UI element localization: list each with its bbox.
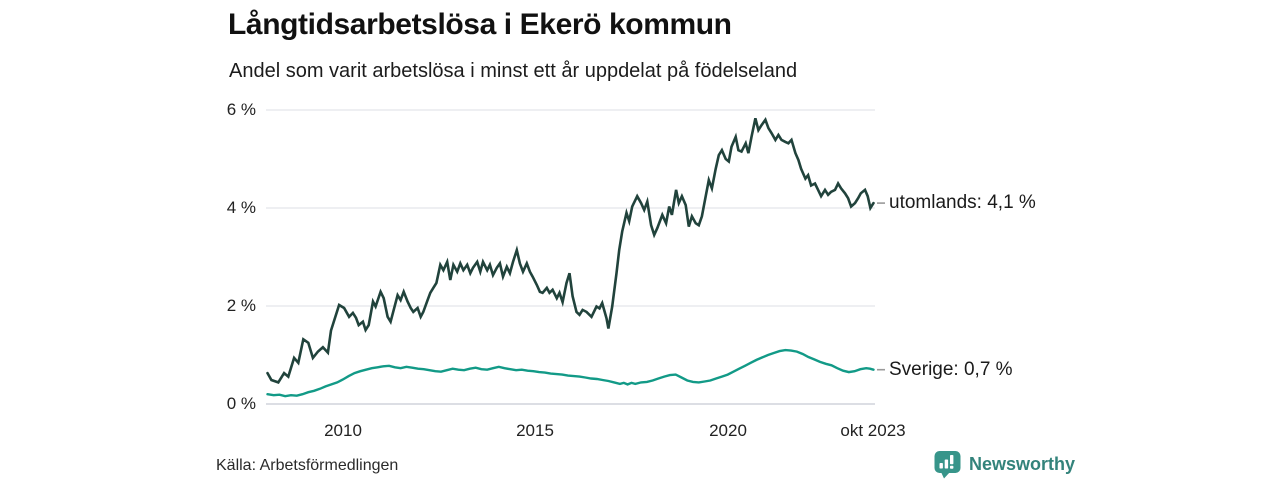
series-line-utomlands	[266, 117, 875, 384]
y-tick-label: 2 %	[226, 296, 256, 315]
series-end-label-Sverige: Sverige: 0,7 %	[889, 358, 1013, 380]
y-tick-label: 0 %	[226, 394, 256, 413]
series-end-label-utomlands: utomlands: 4,1 %	[889, 192, 1036, 214]
newsworthy-logo: Newsworthy	[934, 450, 1075, 479]
source-note: Källa: Arbetsförmedlingen	[216, 457, 399, 474]
y-tick-label: 4 %	[226, 198, 256, 217]
x-tick-label: okt 2023	[840, 421, 906, 440]
x-tick-label: 2015	[516, 421, 554, 440]
gridlines	[266, 109, 875, 405]
page-subtitle: Andel som varit arbetslösa i minst ett å…	[229, 60, 798, 82]
annotation-dashes	[877, 202, 885, 371]
newsworthy-wordmark: Newsworthy	[969, 454, 1076, 474]
x-tick-label: 2010	[324, 421, 362, 440]
series-line-Sverige	[266, 348, 875, 398]
series-lines	[266, 117, 875, 398]
y-tick-label: 6 %	[226, 100, 256, 119]
x-tick-label: 2020	[709, 421, 747, 440]
page-title: Långtidsarbetslösa i Ekerö kommun	[228, 8, 732, 41]
newsworthy-speech-bubble-barchart-icon	[934, 451, 961, 479]
